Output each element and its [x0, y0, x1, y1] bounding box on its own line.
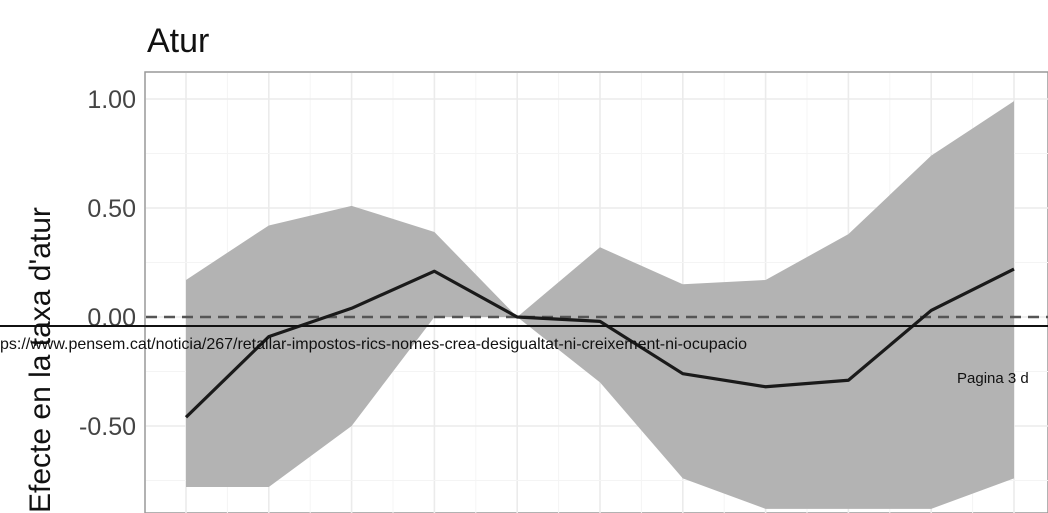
page-rule — [0, 325, 1048, 327]
confidence-band — [186, 101, 1014, 509]
y-tick-label: -0.50 — [79, 413, 136, 441]
y-tick-label: 0.00 — [87, 304, 136, 332]
y-tick-label: 1.00 — [87, 86, 136, 114]
confidence-bands — [186, 101, 1014, 509]
y-tick-label: 0.50 — [87, 195, 136, 223]
chart-title: Atur — [147, 22, 209, 60]
series-lines — [184, 267, 1015, 419]
page-number-text: Pagina 3 d — [957, 370, 1029, 387]
source-url-text: ps://www.pensem.cat/noticia/267/retallar… — [0, 336, 747, 353]
y-axis-label: Efecte en la taxa d'atur — [24, 207, 57, 513]
series-line — [184, 267, 1015, 419]
y-tick-labels: 1.00 0.50 0.00 -0.50 — [79, 86, 136, 441]
